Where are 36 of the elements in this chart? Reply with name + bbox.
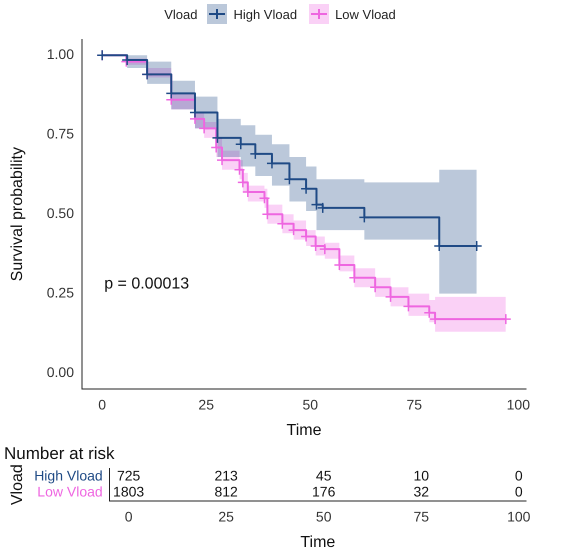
- y-tick-label: 0.25: [46, 284, 74, 301]
- y-tick-label: 0.50: [46, 205, 74, 222]
- data-label: 176: [312, 484, 336, 500]
- data-label: 45: [316, 467, 332, 484]
- x-tick-label: 100: [507, 508, 531, 524]
- y-tick-label: High Vload: [34, 467, 103, 484]
- y-axis-title: Vload: [9, 464, 26, 506]
- y-tick-label: Low Vload: [37, 484, 103, 500]
- data-label: 10: [413, 467, 430, 484]
- legend-title: Vload: [164, 6, 198, 22]
- x-tick-label: 0: [98, 396, 106, 412]
- y-tick-label: 0.75: [46, 126, 74, 142]
- x-tick-label: 100: [506, 396, 530, 412]
- y-tick-label: 0.00: [46, 364, 74, 380]
- data-label: 32: [413, 484, 430, 500]
- legend-label: High Vload: [233, 6, 298, 22]
- y-tick-label: 1.00: [46, 46, 74, 62]
- x-tick-label: 0: [124, 508, 133, 524]
- x-axis-title: Time: [286, 422, 322, 439]
- data-label: 725: [116, 467, 141, 484]
- data-label: 213: [214, 467, 238, 484]
- x-tick-label: 75: [413, 508, 430, 524]
- x-axis-title: Time: [300, 534, 336, 551]
- x-tick-label: 25: [198, 396, 214, 412]
- x-tick-label: 75: [406, 396, 422, 412]
- y-axis-title: Survival probability: [9, 147, 26, 282]
- data-label: 812: [214, 484, 238, 500]
- x-tick-label: 50: [302, 396, 318, 412]
- legend-label: Low Vload: [335, 6, 396, 22]
- x-tick-label: 25: [218, 508, 234, 524]
- x-tick-label: 50: [316, 508, 332, 524]
- data-label: 0: [514, 484, 523, 500]
- data-label: 1803: [113, 484, 144, 500]
- annotation: p = 0.00013: [104, 276, 190, 293]
- chart-title: Number at risk: [4, 444, 116, 463]
- data-label: 0: [514, 467, 523, 484]
